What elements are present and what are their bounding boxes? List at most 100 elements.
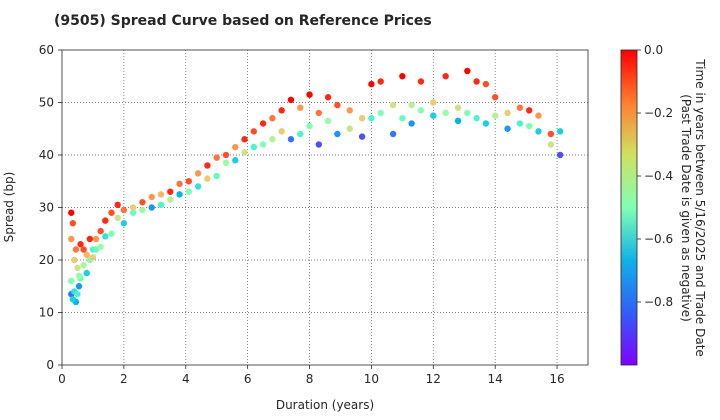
data-point <box>315 141 323 148</box>
data-point <box>287 96 295 104</box>
data-point <box>74 290 81 298</box>
x-axis-label: Duration (years) <box>276 398 374 412</box>
data-point <box>204 162 211 169</box>
data-point <box>194 183 202 190</box>
data-point <box>77 241 84 248</box>
data-point <box>157 191 165 198</box>
data-point <box>430 112 437 119</box>
data-point <box>417 78 425 85</box>
data-point <box>269 136 276 143</box>
data-point <box>97 243 104 251</box>
data-point <box>389 101 397 109</box>
data-point <box>399 115 406 122</box>
data-point <box>473 78 480 85</box>
data-point <box>306 91 313 98</box>
data-point <box>526 122 533 130</box>
x-tick-label: 14 <box>488 372 503 386</box>
data-point <box>547 130 555 138</box>
data-point <box>80 246 87 253</box>
data-point <box>129 204 137 211</box>
x-tick-label: 6 <box>244 372 252 386</box>
data-point <box>185 188 193 195</box>
data-point <box>232 143 239 151</box>
colorbar-tick-label: −0.4 <box>644 169 673 183</box>
data-point <box>408 120 415 127</box>
data-point <box>194 170 202 177</box>
data-point <box>334 101 341 109</box>
data-point <box>482 80 490 88</box>
data-point <box>108 209 115 216</box>
x-tick-label: 4 <box>182 372 190 386</box>
data-point <box>324 117 332 125</box>
data-point <box>83 251 90 258</box>
colorbar-label-line1: Time in years between 5/16/2025 and Trad… <box>693 58 707 357</box>
x-tick-label: 2 <box>120 372 128 386</box>
data-point <box>306 122 313 130</box>
x-tick-label: 12 <box>426 372 441 386</box>
data-point <box>358 115 366 122</box>
x-tick-label: 10 <box>364 372 379 386</box>
data-point <box>442 73 449 80</box>
data-point <box>482 120 490 127</box>
data-point <box>346 125 353 132</box>
data-point <box>250 143 258 151</box>
data-point <box>250 128 258 135</box>
data-point <box>114 214 121 222</box>
data-point <box>259 120 267 127</box>
y-tick-label: 50 <box>39 96 54 110</box>
x-axis-ticks: 0 2 4 6 8 10 12 14 16 <box>58 365 565 386</box>
data-point <box>75 283 83 290</box>
data-point <box>535 112 542 119</box>
data-point <box>297 104 304 111</box>
data-point <box>222 151 230 159</box>
data-point <box>232 157 239 164</box>
data-point <box>504 109 511 117</box>
colorbar <box>620 49 638 366</box>
data-point <box>89 254 97 261</box>
data-point <box>417 107 425 114</box>
data-point <box>334 130 341 138</box>
y-axis-label: Spread (bp) <box>2 172 16 243</box>
data-point <box>102 233 109 240</box>
y-tick-label: 30 <box>39 201 54 215</box>
chart-title: (9505) Spread Curve based on Reference P… <box>54 13 432 29</box>
data-point <box>535 128 542 135</box>
data-point <box>176 191 183 198</box>
data-point <box>315 109 323 117</box>
data-point <box>278 107 285 114</box>
data-point <box>75 272 83 279</box>
data-point <box>213 154 220 161</box>
data-point <box>241 149 248 156</box>
y-tick-label: 0 <box>46 358 54 372</box>
data-point <box>102 217 109 224</box>
data-point <box>83 269 90 277</box>
data-point <box>72 246 80 253</box>
data-point <box>69 220 77 227</box>
data-point <box>120 206 128 214</box>
data-point <box>68 209 75 216</box>
data-point <box>139 199 146 206</box>
data-point <box>259 141 267 148</box>
data-point <box>297 130 304 138</box>
data-point <box>74 264 81 272</box>
colorbar-tick-label: 0.0 <box>644 43 663 57</box>
data-point <box>71 256 78 264</box>
data-point <box>526 107 533 114</box>
data-point <box>97 227 104 235</box>
data-point <box>269 115 276 122</box>
data-point <box>241 136 248 143</box>
data-point <box>324 94 332 101</box>
data-point <box>287 136 295 143</box>
data-point <box>108 230 115 237</box>
data-point <box>547 141 555 148</box>
data-point <box>442 109 449 117</box>
data-point <box>504 125 511 132</box>
data-point <box>157 201 165 209</box>
colorbar-tick-label: −0.2 <box>644 106 673 120</box>
y-axis-ticks: 0 10 20 30 40 50 60 <box>39 43 62 372</box>
data-point <box>430 99 437 106</box>
data-point <box>68 277 75 285</box>
data-point <box>408 101 415 109</box>
data-point <box>213 172 220 180</box>
data-point <box>185 178 193 185</box>
